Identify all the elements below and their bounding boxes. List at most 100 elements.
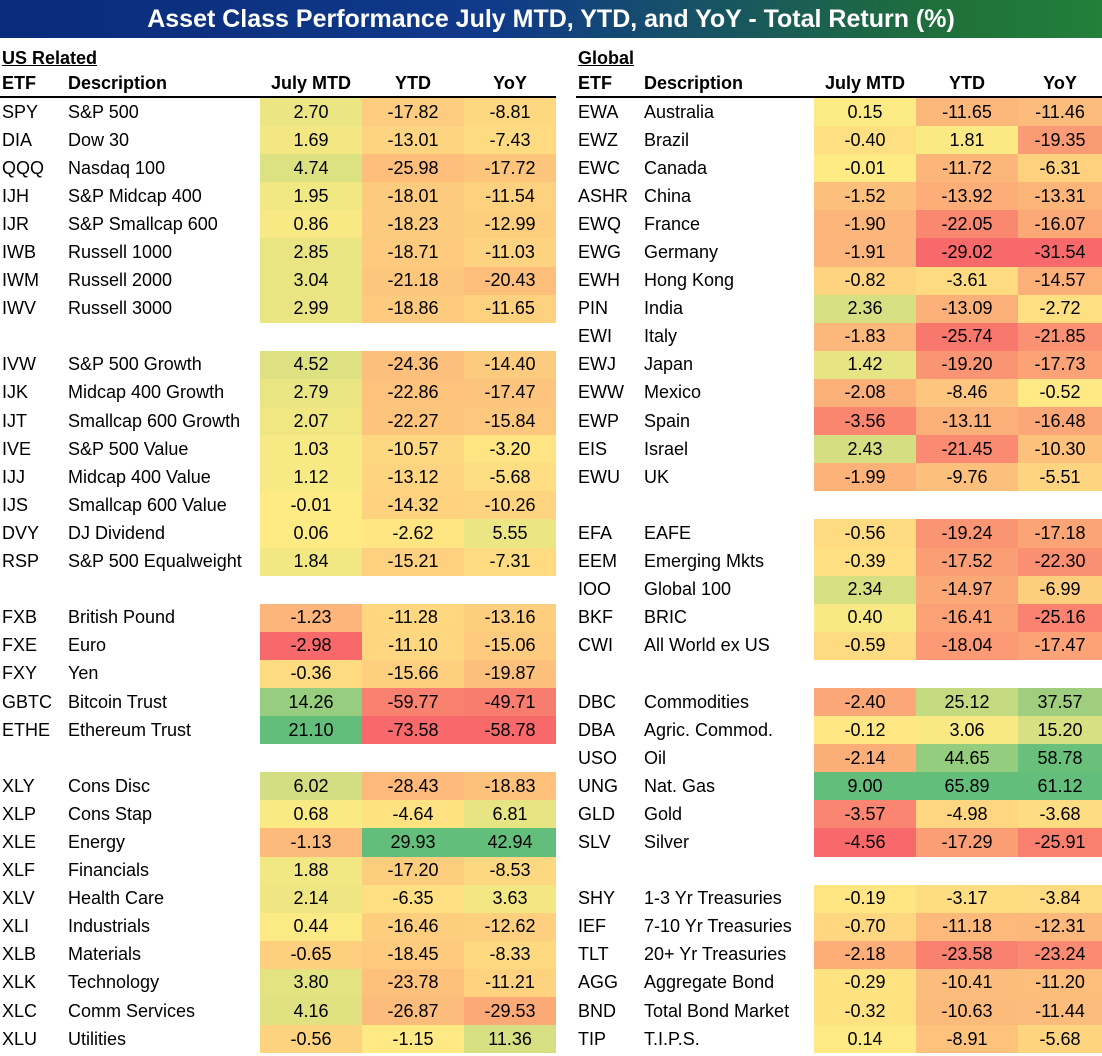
ytd-cell: 29.93 bbox=[362, 828, 464, 857]
july-mtd-cell: 4.52 bbox=[260, 350, 362, 379]
description-cell: UK bbox=[644, 466, 670, 487]
table-row: SPY S&P 500 2.70 -17.82 -8.81 bbox=[0, 97, 556, 127]
yoy-cell: -5.68 bbox=[1018, 1025, 1102, 1054]
table-row: AGG Aggregate Bond -0.29 -10.41 -11.20 bbox=[576, 968, 1102, 997]
july-mtd-cell: -0.36 bbox=[260, 659, 362, 688]
yoy-cell: -19.87 bbox=[464, 659, 556, 688]
description-cell: All World ex US bbox=[644, 635, 770, 656]
description-cell: Midcap 400 Value bbox=[68, 466, 211, 487]
spacer-cell bbox=[362, 575, 464, 604]
ytd-cell: -16.46 bbox=[362, 912, 464, 941]
ytd-cell: -15.66 bbox=[362, 659, 464, 688]
table-row: FXB British Pound -1.23 -11.28 -13.16 bbox=[0, 603, 556, 632]
ytd-cell: -25.74 bbox=[916, 322, 1018, 351]
etf-ticker-cell: PIN bbox=[578, 298, 609, 319]
table-row: IJT Smallcap 600 Growth 2.07 -22.27 -15.84 bbox=[0, 407, 556, 436]
july-mtd-cell: -1.90 bbox=[814, 210, 916, 239]
description-cell: S&P 500 bbox=[68, 101, 139, 122]
etf-ticker-cell: EWG bbox=[578, 242, 621, 263]
table-row: XLB Materials -0.65 -18.45 -8.33 bbox=[0, 940, 556, 969]
etf-ticker-cell: USO bbox=[578, 747, 618, 768]
table-row: IJS Smallcap 600 Value -0.01 -14.32 -10.26 bbox=[0, 491, 556, 520]
description-cell: Italy bbox=[644, 326, 678, 347]
yoy-cell: 37.57 bbox=[1018, 687, 1102, 717]
ytd-cell: -13.11 bbox=[916, 407, 1018, 436]
yoy-cell: -13.16 bbox=[464, 603, 556, 632]
table-row: ASHR China -1.52 -13.92 -13.31 bbox=[576, 182, 1102, 211]
table-row: EWC Canada -0.01 -11.72 -6.31 bbox=[576, 154, 1102, 183]
ytd-cell: -18.86 bbox=[362, 294, 464, 323]
description-cell: Aggregate Bond bbox=[644, 972, 775, 993]
description-cell: Australia bbox=[644, 101, 715, 122]
table-row: EWJ Japan 1.42 -19.20 -17.73 bbox=[576, 350, 1102, 379]
table-row: IOO Global 100 2.34 -14.97 -6.99 bbox=[576, 575, 1102, 604]
table-row: TIP T.I.P.S. 0.14 -8.91 -5.68 bbox=[576, 1025, 1102, 1054]
july-mtd-cell: 0.40 bbox=[814, 603, 916, 632]
description-cell: Midcap 400 Growth bbox=[68, 382, 225, 403]
spacer-row bbox=[0, 744, 556, 773]
etf-ticker-cell: EWJ bbox=[578, 354, 616, 375]
spacer-row bbox=[576, 856, 1102, 885]
table-row: CWI All World ex US -0.59 -18.04 -17.47 bbox=[576, 631, 1102, 660]
july-mtd-cell: -0.39 bbox=[814, 547, 916, 576]
ytd-cell: -17.52 bbox=[916, 547, 1018, 576]
table-row: EWG Germany -1.91 -29.02 -31.54 bbox=[576, 238, 1102, 267]
etf-ticker-cell: QQQ bbox=[2, 157, 45, 178]
table-row: EWZ Brazil -0.40 1.81 -19.35 bbox=[576, 126, 1102, 155]
july-mtd-cell: -2.18 bbox=[814, 940, 916, 969]
ytd-cell: -17.82 bbox=[362, 97, 464, 127]
july-mtd-cell: -0.19 bbox=[814, 884, 916, 913]
description-cell: Silver bbox=[644, 831, 690, 852]
table-row: SLV Silver -4.56 -17.29 -25.91 bbox=[576, 828, 1102, 857]
table-row: XLV Health Care 2.14 -6.35 3.63 bbox=[0, 884, 556, 913]
description-cell: Utilities bbox=[68, 1028, 127, 1049]
etf-ticker-cell: IJR bbox=[2, 213, 29, 234]
yoy-cell: -23.24 bbox=[1018, 940, 1102, 969]
yoy-cell: -11.54 bbox=[464, 182, 556, 211]
description-cell: Germany bbox=[644, 242, 719, 263]
table-row: IVE S&P 500 Value 1.03 -10.57 -3.20 bbox=[0, 435, 556, 464]
july-mtd-cell: -0.82 bbox=[814, 266, 916, 295]
etf-ticker-cell: EWA bbox=[578, 101, 619, 122]
yoy-column-header: YoY bbox=[1018, 70, 1102, 98]
table-row: EWU UK -1.99 -9.76 -5.51 bbox=[576, 463, 1102, 492]
spacer-cell bbox=[814, 491, 916, 520]
july-mtd-cell: 2.34 bbox=[814, 575, 916, 604]
etf-ticker-cell: XLC bbox=[2, 1000, 38, 1021]
table-row: IWV Russell 3000 2.99 -18.86 -11.65 bbox=[0, 294, 556, 323]
yoy-cell: -19.35 bbox=[1018, 126, 1102, 155]
table-row: XLC Comm Services 4.16 -26.87 -29.53 bbox=[0, 997, 556, 1026]
etf-ticker-cell: EWZ bbox=[578, 129, 618, 150]
etf-ticker-cell: XLE bbox=[2, 831, 37, 852]
yoy-cell: -12.99 bbox=[464, 210, 556, 239]
spacer-cell bbox=[464, 575, 556, 604]
yoy-cell: -17.47 bbox=[1018, 631, 1102, 660]
july-mtd-cell: -0.01 bbox=[814, 154, 916, 183]
yoy-cell: -49.71 bbox=[464, 687, 556, 717]
yoy-cell: -25.16 bbox=[1018, 603, 1102, 632]
description-cell: Spain bbox=[644, 410, 691, 431]
yoy-cell: -16.48 bbox=[1018, 407, 1102, 436]
ytd-cell: 3.06 bbox=[916, 716, 1018, 745]
spacer-cell bbox=[260, 744, 362, 773]
description-cell: 20+ Yr Treasuries bbox=[644, 944, 787, 965]
yoy-cell: -11.46 bbox=[1018, 97, 1102, 127]
etf-ticker-cell: GBTC bbox=[2, 691, 53, 712]
ytd-cell: -24.36 bbox=[362, 350, 464, 379]
july-mtd-cell: -1.91 bbox=[814, 238, 916, 267]
etf-ticker-cell: EWC bbox=[578, 157, 620, 178]
description-cell: 1-3 Yr Treasuries bbox=[644, 888, 782, 909]
yoy-cell: -17.47 bbox=[464, 378, 556, 408]
yoy-cell: -11.03 bbox=[464, 238, 556, 267]
description-cell: Energy bbox=[68, 831, 126, 852]
etf-ticker-cell: SHY bbox=[578, 888, 616, 909]
ytd-cell: -11.18 bbox=[916, 912, 1018, 941]
description-cell: Smallcap 600 Value bbox=[68, 494, 227, 515]
etf-ticker-cell: RSP bbox=[2, 551, 40, 572]
july-mtd-cell: -0.59 bbox=[814, 631, 916, 660]
table-row: IJJ Midcap 400 Value 1.12 -13.12 -5.68 bbox=[0, 463, 556, 492]
july-mtd-cell: 1.12 bbox=[260, 463, 362, 492]
july-mtd-cell: -0.29 bbox=[814, 968, 916, 997]
yoy-cell: -11.44 bbox=[1018, 997, 1102, 1026]
ytd-cell: -29.02 bbox=[916, 238, 1018, 267]
